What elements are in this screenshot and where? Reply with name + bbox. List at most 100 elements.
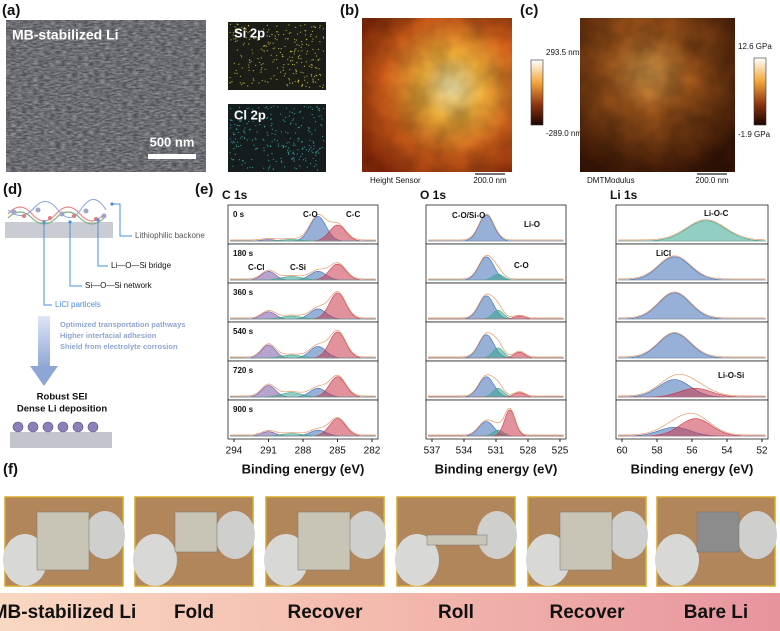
eds-dot [304,79,306,81]
eds-dot [281,145,283,147]
eds-dot [289,111,291,113]
eds-dot [301,43,303,45]
eds-dot [263,28,265,30]
eds-dot [301,153,304,155]
peak-label: C-C [346,210,360,219]
eds-dot [256,36,258,39]
eds-dot [269,35,271,37]
time-label: 0 s [233,210,245,219]
eds-dot [232,32,235,34]
glove [3,534,47,586]
eds-dot [304,76,306,78]
eds-dot [236,141,239,143]
peak-label: Li-O-Si [718,371,744,380]
colorbar-min: -1.9 GPa [738,130,771,139]
glove [526,534,570,586]
eds-dot [241,84,243,86]
eds-dot [309,106,311,108]
eds-dot [274,47,276,49]
eds-dot [312,152,314,154]
eds-dot [249,61,251,64]
eds-dot [252,37,255,39]
colorbar [753,57,767,126]
eds-dot [237,111,239,113]
eds-dot [264,107,266,109]
eds-dot [274,37,276,40]
eds-dot [293,108,295,110]
eds-dot [297,56,300,58]
eds-dot [314,121,317,123]
eds-dot [317,109,319,111]
eds-dot [269,42,271,44]
time-label: 720 s [233,366,254,375]
eds-dot [279,51,281,53]
eds-dot [262,63,264,65]
eds-dot [301,61,303,64]
eds-dot [306,166,308,168]
eds-dot [280,113,282,115]
eds-dot [262,45,264,47]
eds-dot [229,31,231,34]
eds-dot [289,150,291,152]
eds-dot [251,108,253,110]
tick-label: 531 [488,446,505,457]
peak-label: C-O/Si-O [452,211,485,220]
eds-dot [250,60,252,62]
eds-dot [272,168,274,170]
eds-dot [240,118,243,120]
eds-dot [267,145,269,147]
eds-dot [288,79,291,81]
eds-dot [293,153,295,155]
tick-label: 54 [721,446,733,457]
eds-dot [318,68,320,70]
eds-dot [273,105,275,107]
eds-dot [298,165,301,167]
eds-dot [261,79,263,82]
eds-dot [255,138,257,141]
eds-dot [234,133,236,135]
envelope [230,416,376,436]
eds-dot [251,49,253,51]
scale-bar [148,154,196,159]
eds-dot [287,132,289,134]
annotation: LiCl particels [55,300,101,309]
map-label: Si 2p [234,25,265,40]
eds-dot [242,44,244,46]
tick-label: 60 [616,446,628,457]
colorbar [530,59,544,126]
eds-dot [252,121,254,123]
eds-dot [231,81,233,83]
eds-dot [241,67,243,69]
eds-dot [234,72,236,74]
eds-dot [282,66,284,69]
benefit: Optimized transportation pathways [60,320,185,329]
eds-dot [288,141,290,143]
eds-dot [229,124,232,126]
eds-dot [254,114,257,116]
eds-dot [230,39,232,41]
eds-dot [268,43,270,45]
map-label: Cl 2p [234,107,266,122]
eds-dot [236,124,239,127]
eds-dot [254,37,256,39]
eds-dot [230,141,232,143]
eds-dot [235,38,237,40]
eds-dot [246,167,249,169]
glove [737,511,777,559]
tick-label: 285 [329,446,346,457]
eds-dot [289,137,291,139]
eds-dot [305,43,308,45]
eds-dot [260,63,262,66]
eds-dot [292,144,294,147]
axis-label: Binding energy (eV) [242,461,365,476]
eds-dot [235,146,237,148]
eds-dot [267,81,269,83]
eds-dot [317,149,319,151]
envelope [428,293,563,319]
eds-dot [294,38,296,40]
eds-dot [276,25,278,27]
eds-dot [295,48,297,50]
image-label: MB-stabilized Li [12,27,119,43]
eds-dot [264,80,266,82]
eds-dot [274,35,276,37]
